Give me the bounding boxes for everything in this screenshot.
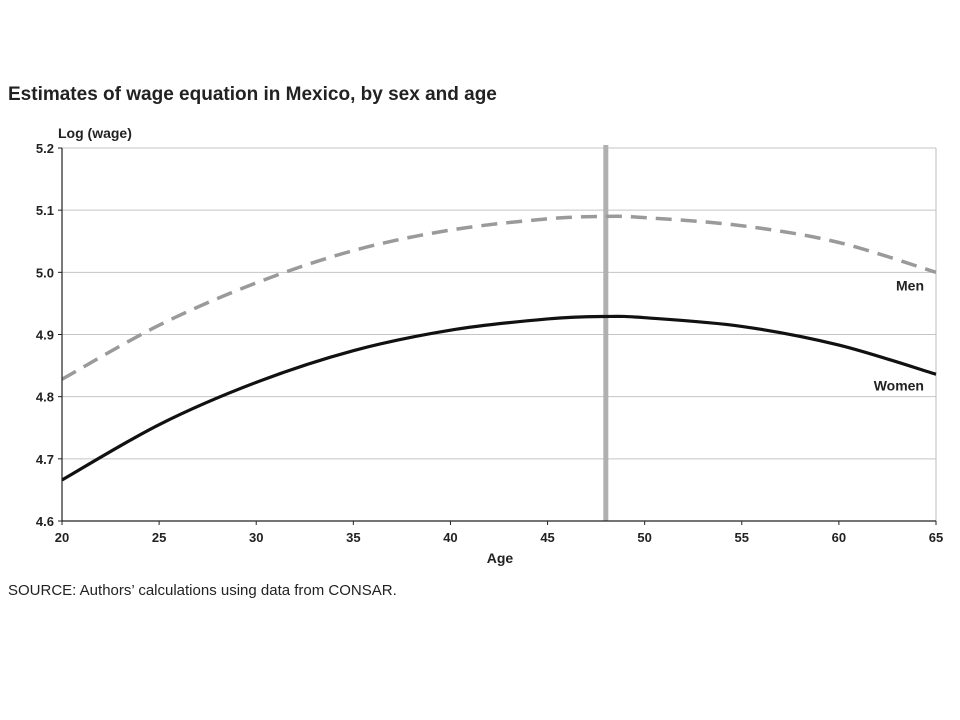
x-tick-label: 20 xyxy=(55,530,69,545)
series-line-men xyxy=(61,214,937,381)
x-tick-label: 65 xyxy=(929,530,943,545)
x-axis-label: Age xyxy=(487,550,514,566)
labels: 5.2 5.1 5.0 4.9 4.8 4.7 4.620 25 30 35 40 45 50 55 60 6… xyxy=(36,125,943,566)
y-tick-label: 5.1 xyxy=(36,203,54,218)
y-tick-label: 5.2 xyxy=(36,141,54,156)
x-tick-label: 40 xyxy=(443,530,457,545)
y-tick-label: 4.8 xyxy=(36,390,54,405)
y-tick-label: 4.7 xyxy=(36,452,54,467)
x-tick-label: 50 xyxy=(637,530,651,545)
chart-title: Estimates of wage equation in Mexico, by… xyxy=(8,84,497,105)
y-axis-label: Log (wage) xyxy=(58,125,132,141)
y-tick-label: 4.6 xyxy=(36,514,54,529)
gridlines xyxy=(62,147,937,522)
source-note: SOURCE: Authors’ calculations using data… xyxy=(8,582,397,599)
series-label-women: Women xyxy=(874,377,924,393)
x-tick-label: 60 xyxy=(832,530,846,545)
x-tick-label: 30 xyxy=(249,530,263,545)
y-tick-label: 4.9 xyxy=(36,328,54,343)
x-tick-label: 45 xyxy=(540,530,554,545)
x-tick-label: 25 xyxy=(152,530,166,545)
series-label-men: Men xyxy=(896,277,924,293)
series-group xyxy=(61,214,937,482)
x-tick-label: 55 xyxy=(735,530,749,545)
y-tick-label: 5.0 xyxy=(36,265,54,280)
axes xyxy=(58,147,937,525)
x-tick-label: 35 xyxy=(346,530,360,545)
series-line-women xyxy=(61,314,937,482)
